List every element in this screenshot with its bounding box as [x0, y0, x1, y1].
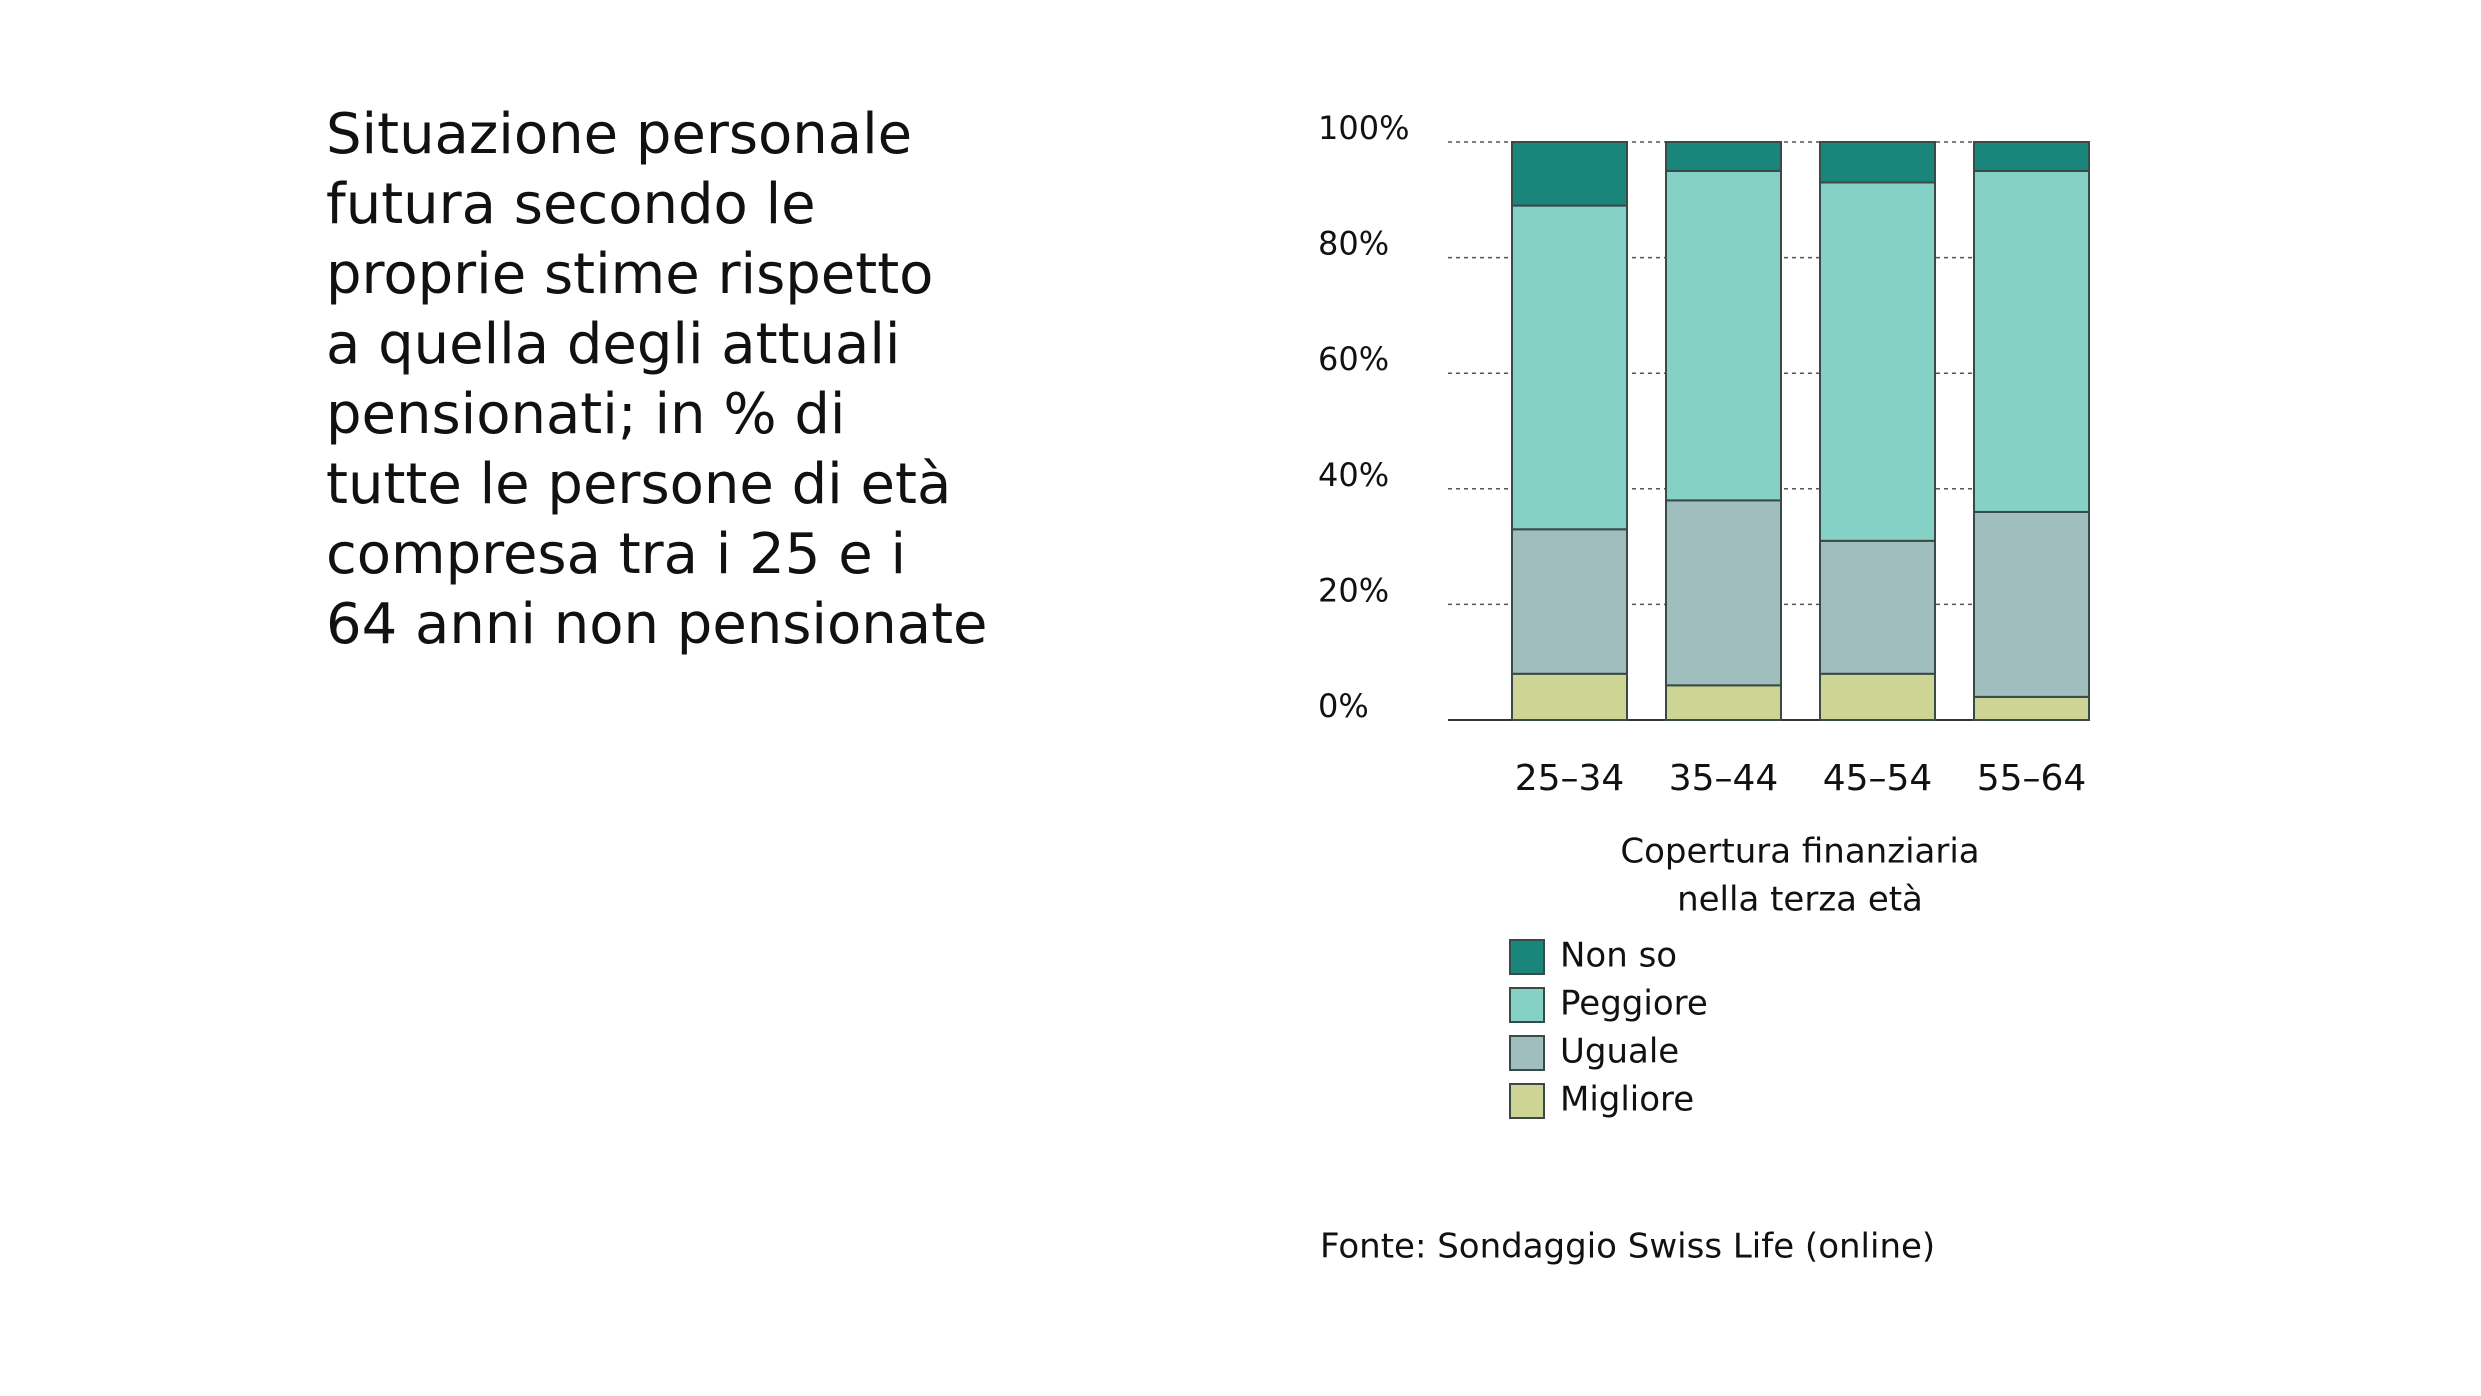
x-tick-label: 35–44	[1669, 758, 1779, 799]
bar-segment	[1819, 181, 1936, 542]
x-tick-label: 25–34	[1515, 758, 1625, 799]
chart-title: 64 anni non pensionate	[326, 592, 987, 657]
chart-title: compresa tra i 25 e i	[326, 522, 906, 587]
x-tick-label: 45–54	[1823, 758, 1933, 799]
legend-label: Migliore	[1560, 1080, 1694, 1120]
legend-label: Non so	[1560, 936, 1677, 976]
bar-segment	[1973, 695, 2090, 722]
legend-label: Peggiore	[1560, 984, 1708, 1024]
bar-segment	[1973, 141, 2090, 172]
bar-segment	[1665, 169, 1782, 502]
x-axis-label: nella terza età	[1677, 880, 1923, 920]
y-tick-label: 0%	[1318, 687, 1369, 725]
bar-segment	[1819, 672, 1936, 722]
x-axis-label: Copertura finanziaria	[1620, 832, 1979, 872]
bar-segment	[1819, 141, 1936, 184]
y-tick-label: 60%	[1318, 340, 1389, 378]
bar-segment	[1511, 141, 1628, 207]
chart-title: proprie stime rispetto	[326, 242, 933, 307]
y-tick-label: 20%	[1318, 571, 1389, 609]
x-tick-label: 55–64	[1977, 758, 2087, 799]
y-tick-label: 40%	[1318, 456, 1389, 494]
chart-title: futura secondo le	[326, 172, 816, 237]
bar-segment	[1973, 510, 2090, 698]
bar-segment	[1665, 499, 1782, 687]
legend-label: Uguale	[1560, 1032, 1679, 1072]
y-tick-label: 80%	[1318, 225, 1389, 263]
bar-segment	[1665, 684, 1782, 722]
bar-segment	[1819, 539, 1936, 675]
bar-segment	[1511, 204, 1628, 531]
y-tick-label: 100%	[1318, 109, 1409, 147]
bar-segment	[1973, 169, 2090, 513]
legend-swatch	[1509, 1083, 1545, 1119]
bar-segment	[1511, 672, 1628, 722]
chart-title: tutte le persone di età	[326, 452, 951, 517]
chart-title: Situazione personale	[326, 102, 912, 167]
chart-title: a quella degli attuali	[326, 312, 900, 377]
bar-segment	[1511, 528, 1628, 675]
source: Fonte: Sondaggio Swiss Life (online)	[1320, 1227, 1935, 1267]
chart-title: pensionati; in % di	[326, 382, 845, 447]
legend-swatch	[1509, 987, 1545, 1023]
bar-segment	[1665, 141, 1782, 172]
legend-swatch	[1509, 939, 1545, 975]
legend-swatch	[1509, 1035, 1545, 1071]
